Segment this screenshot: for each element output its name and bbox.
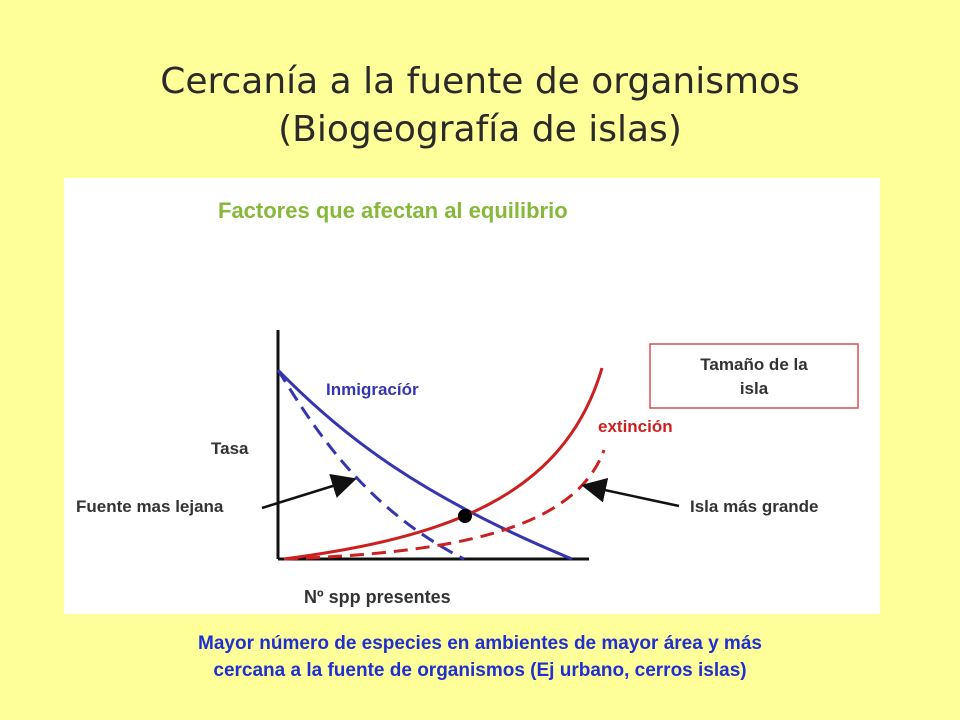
far-source-label: Fuente mas lejana — [76, 497, 224, 516]
slide-title: Cercanía a la fuente de organismos (Biog… — [0, 58, 960, 154]
larger-island-arrow — [581, 477, 680, 508]
far-source-arrow — [261, 474, 357, 510]
larger-island-label: Isla más grande — [690, 497, 819, 516]
island-size-box-line-2: isla — [740, 379, 769, 398]
slide-caption-line-1: Mayor número de especies en ambientes de… — [198, 633, 762, 654]
slide-title-line-2: (Biogeografía de islas) — [278, 109, 682, 150]
equilibrium-point — [458, 509, 472, 523]
extinction-label: extinción — [598, 417, 673, 436]
diagram-heading: Factores que afectan al equilibrio — [218, 198, 568, 223]
diagram-panel: Factores que afectan al equilibrio Tasa … — [64, 178, 880, 614]
immigration-curve-far-source — [276, 369, 465, 561]
extinction-curve — [283, 367, 604, 561]
immigration-label: Inmigracíór — [326, 380, 419, 399]
slide-caption: Mayor número de especies en ambientes de… — [0, 630, 960, 684]
slide-caption-line-2: cercana a la fuente de organismos (Ej ur… — [213, 660, 747, 681]
equilibrium-diagram: Factores que afectan al equilibrio Tasa … — [76, 198, 859, 607]
extinction-curve-larger-island — [283, 449, 606, 561]
slide-title-line-1: Cercanía a la fuente de organismos — [160, 61, 800, 102]
island-size-box-line-1: Tamaño de la — [700, 355, 808, 374]
x-axis-label: Nº spp presentes — [304, 587, 451, 607]
island-size-box — [649, 343, 859, 409]
y-axis-label: Tasa — [211, 439, 249, 458]
immigration-curve — [276, 368, 573, 561]
